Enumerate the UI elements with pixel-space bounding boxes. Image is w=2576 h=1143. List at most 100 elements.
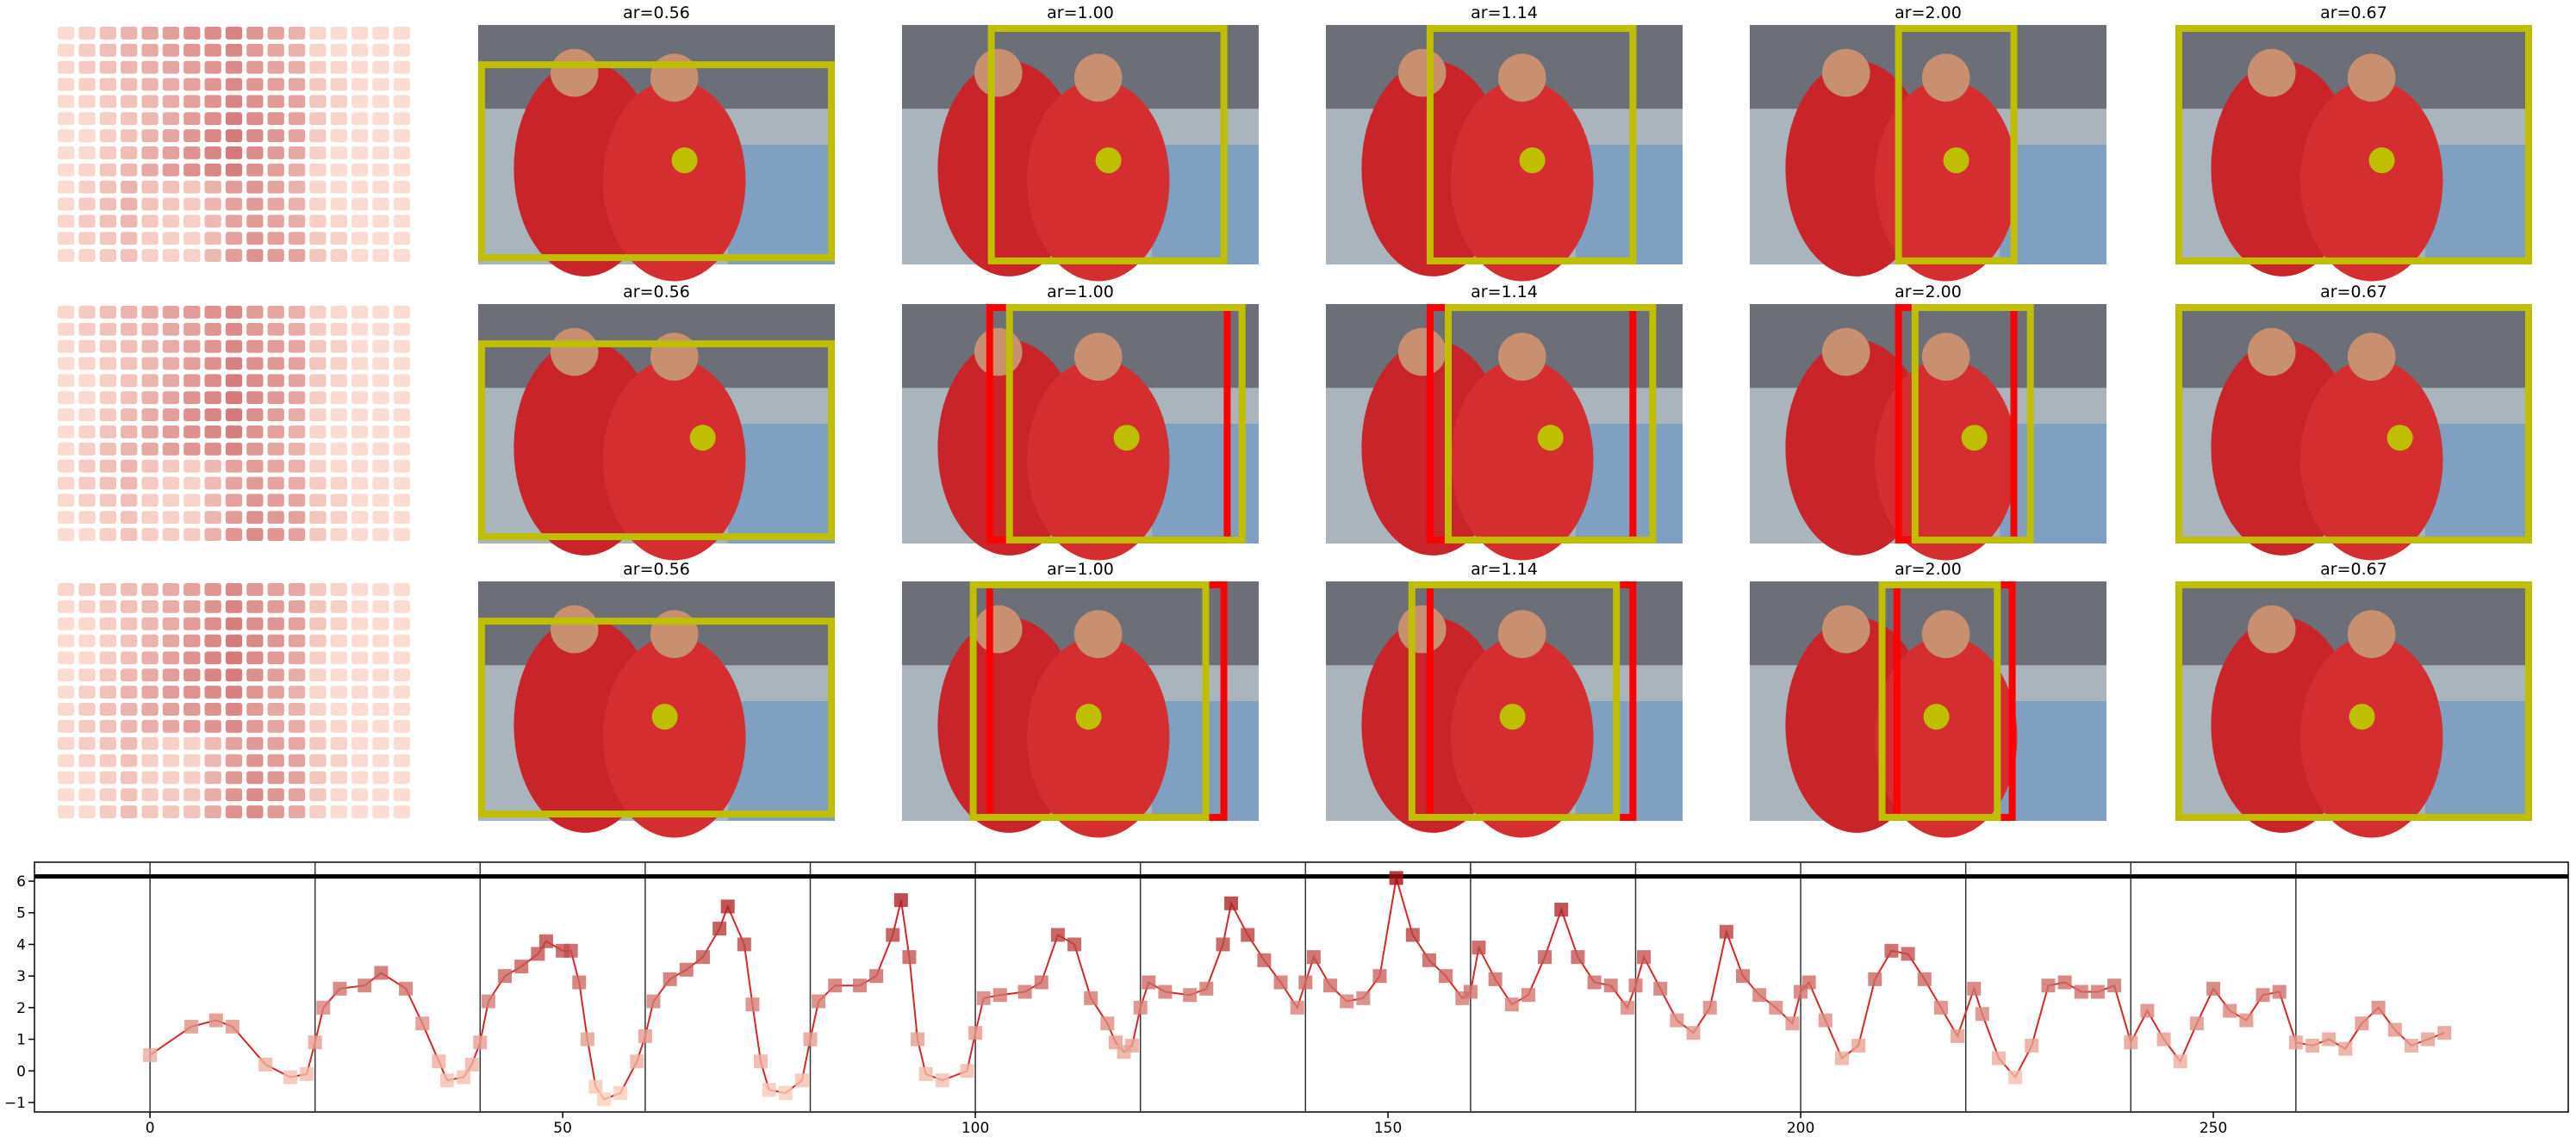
heatmap-cell [204, 163, 221, 177]
heatmap-cell [309, 408, 327, 421]
score-marker [1933, 1000, 1948, 1015]
heatmap-cell [78, 617, 96, 631]
heatmap-cell [225, 146, 243, 159]
heatmap-cell [78, 374, 96, 388]
heatmap-cell [204, 43, 221, 57]
heatmap-cell [58, 129, 75, 142]
heatmap-cell [99, 511, 117, 525]
heatmap-cell [162, 426, 180, 438]
heatmap-cell [309, 754, 327, 767]
photo-person [602, 636, 746, 838]
heatmap-cell [267, 306, 284, 319]
heatmap-cell [162, 129, 180, 142]
heatmap-cell [246, 426, 264, 438]
heatmap-cell [372, 426, 389, 438]
heatmap-cell [162, 322, 180, 336]
heatmap-cell [351, 391, 369, 405]
heatmap-cell [78, 703, 96, 716]
score-marker [1901, 947, 1915, 961]
heatmap-cell [99, 357, 117, 370]
photo-head [2247, 605, 2296, 654]
heatmap-cell [225, 180, 243, 194]
heatmap-cell [162, 459, 180, 473]
heatmap-cell [78, 476, 96, 490]
heatmap-cell [141, 232, 159, 245]
heatmap-cell [393, 494, 410, 507]
heatmap-cell [288, 197, 306, 211]
heatmap-cell [225, 805, 243, 818]
heatmap-cell [351, 146, 369, 159]
score-marker [911, 1032, 925, 1047]
score-marker [1538, 950, 1552, 965]
heatmap-cell [288, 494, 306, 507]
heatmap-cell [393, 617, 410, 631]
score-marker [2107, 978, 2122, 993]
heatmap-cell [246, 719, 264, 733]
heatmap-cell [58, 112, 75, 126]
score-marker [630, 1054, 644, 1069]
heatmap-cell [225, 322, 243, 336]
heatmap-cell [267, 736, 284, 750]
score-marker [1868, 972, 1882, 986]
heatmap-cell [204, 60, 221, 74]
heatmap-cell [288, 651, 306, 665]
panel-title: ar=1.00 [1047, 3, 1114, 22]
heatmap-cell [204, 78, 221, 91]
heatmap-cell [204, 754, 221, 767]
heatmap-cell [121, 651, 138, 665]
heatmap-cell [204, 599, 221, 613]
heatmap-cell [351, 442, 369, 456]
heatmap-cell [99, 391, 117, 405]
heatmap-cell [121, 634, 138, 648]
heatmap-cell [141, 805, 159, 818]
heatmap-cell [393, 197, 410, 211]
heatmap-cell [162, 112, 180, 126]
image-grid: ar=0.56 ar=1.00 ar=1.14 ar=2.00 ar=0.67 ar=0.… [58, 3, 2532, 838]
heatmap-cell [393, 736, 410, 750]
heatmap-cell [99, 146, 117, 159]
heatmap-cell [225, 43, 243, 57]
heatmap-cell [78, 754, 96, 767]
score-marker [1719, 924, 1733, 939]
heatmap-cell [58, 476, 75, 490]
score-marker [432, 1054, 446, 1069]
heatmap-cell [309, 197, 327, 211]
heatmap-cell [184, 599, 201, 613]
score-marker [1653, 981, 1668, 996]
heatmap-cell [78, 249, 96, 262]
heatmap-cell [58, 703, 75, 716]
score-marker [415, 1016, 430, 1031]
heatmap-cell [351, 322, 369, 336]
heatmap-cell [204, 771, 221, 785]
heatmap-cell [330, 374, 347, 388]
heatmap-cell [351, 754, 369, 767]
heatmap-cell [58, 617, 75, 631]
heatmap-cell [246, 197, 264, 211]
heatmap-cell [141, 528, 159, 541]
heatmap-cell [184, 583, 201, 596]
crop-box [1426, 25, 1637, 264]
crop-box [969, 581, 1210, 821]
heatmap-cell [393, 232, 410, 245]
heatmap-cell [372, 771, 389, 785]
heatmap-cell [99, 719, 117, 733]
heatmap-cell [372, 511, 389, 525]
heatmap-cell [330, 736, 347, 750]
score-marker [2008, 1070, 2023, 1084]
heatmap-cell [141, 408, 159, 421]
score-marker [968, 1026, 983, 1041]
heatmap-cell [288, 180, 306, 194]
heatmap-cell [121, 374, 138, 388]
heatmap-cell [204, 391, 221, 405]
heatmap-cell [58, 78, 75, 91]
heatmap-cell [204, 494, 221, 507]
heatmap-cell [162, 357, 180, 370]
heatmap-cell [99, 232, 117, 245]
heatmap-cell [309, 180, 327, 194]
photo-panel [1750, 581, 2106, 838]
score-marker [1628, 978, 1643, 993]
score-marker [2057, 975, 2072, 990]
heatmap-cell [309, 214, 327, 228]
heatmap-cell [288, 391, 306, 405]
heatmap-cell [121, 129, 138, 142]
